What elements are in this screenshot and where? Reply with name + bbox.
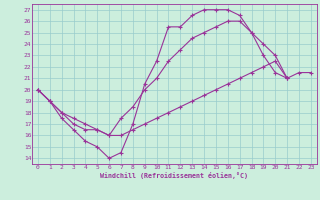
X-axis label: Windchill (Refroidissement éolien,°C): Windchill (Refroidissement éolien,°C) [100, 172, 248, 179]
